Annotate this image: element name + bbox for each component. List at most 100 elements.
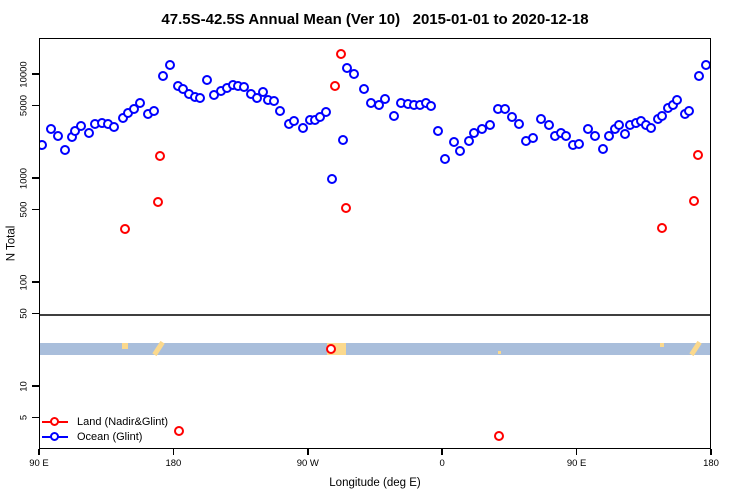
y-axis-tick [32,312,39,315]
x-tick-label: 180 [703,458,719,469]
data-point-ocean [195,92,206,103]
data-point-ocean [315,112,326,123]
land-patch [498,351,501,355]
data-point-land [152,197,163,208]
y-axis-tick [32,104,39,107]
x-axis-tick [307,449,309,455]
data-point-ocean [583,124,594,135]
data-point-ocean [620,128,631,139]
data-point-ocean [76,120,87,131]
data-point-ocean [109,122,120,133]
data-point-ocean [528,133,539,144]
land-legend-marker-icon [42,416,68,427]
x-tick-label: 90 W [296,458,319,469]
data-point-ocean [589,131,600,142]
y-axis-tick [32,177,39,179]
data-point-ocean [202,75,213,86]
data-point-ocean [426,101,437,112]
data-point-ocean [597,144,608,155]
data-point-ocean [53,131,64,142]
data-point-ocean [561,131,572,142]
data-point-ocean [40,139,48,150]
data-point-land [155,151,166,162]
x-tick-label: 90 E [29,458,49,469]
data-point-ocean [158,71,169,82]
data-point-ocean [388,111,399,122]
data-point-ocean [46,124,57,135]
data-point-ocean [455,146,466,157]
y-axis-title: N Total [5,225,18,262]
data-point-ocean [433,126,444,137]
ocean-legend-marker-icon [42,431,68,442]
data-point-land [326,343,337,354]
y-axis-tick [32,281,39,283]
data-point-land [336,49,347,60]
data-point-ocean [614,120,625,131]
data-point-ocean [672,95,683,106]
y-tick-label: 1000 [18,167,30,189]
y-axis-tick [32,385,39,387]
data-point-land [657,223,668,234]
data-point-ocean [117,113,128,124]
data-point-ocean [701,59,710,70]
data-point-ocean [289,116,300,127]
data-point-ocean [448,137,459,148]
y-axis-tick [32,416,39,419]
x-tick-label: 180 [165,458,182,469]
x-axis-tick [575,449,578,455]
x-axis-tick [710,449,712,455]
data-point-land [120,224,131,235]
data-point-ocean [379,94,390,105]
data-point-ocean [684,106,695,117]
data-point-ocean [338,134,349,145]
data-point-ocean [269,96,280,107]
data-point-ocean [59,145,70,156]
legend-label-land: Land (Nadir&Glint) [77,415,169,428]
chart-title: 47.5S-42.5S Annual Mean (Ver 10) 2015-01… [161,11,589,28]
y-tick-label: 10 [18,380,30,392]
data-point-ocean [604,131,615,142]
data-point-ocean [342,63,353,74]
data-point-ocean [238,82,249,93]
data-point-ocean [358,83,369,94]
plot-area [39,38,711,449]
x-axis-tick [172,449,175,455]
data-point-land [493,431,504,442]
data-point-ocean [135,98,146,109]
x-tick-label: 90 E [566,458,587,469]
legend-item-ocean: Ocean (Glint) [42,429,168,444]
data-point-land [693,150,704,161]
reference-line [40,314,710,316]
x-axis-tick [441,449,443,455]
data-point-ocean [646,123,657,134]
data-point-ocean [694,71,705,82]
x-axis-tick [38,449,40,455]
legend-item-land: Land (Nadir&Glint) [42,414,168,429]
data-point-ocean [298,122,309,133]
x-tick-label: 0 [439,458,445,469]
data-point-land [341,202,352,213]
data-point-ocean [321,107,332,118]
data-point-ocean [500,103,511,114]
land-patch [122,342,129,349]
x-axis-title: Longitude (deg E) [329,477,421,489]
y-axis-tick [32,208,39,211]
data-point-ocean [70,126,81,137]
data-point-ocean [148,106,159,117]
data-point-ocean [507,112,518,123]
data-point-ocean [543,120,554,131]
y-tick-label: 100 [18,274,30,290]
data-point-ocean [327,173,338,184]
data-point-ocean [513,118,524,129]
data-point-ocean [440,153,451,164]
legend: Land (Nadir&Glint) Ocean (Glint) [42,414,168,444]
land-patch [659,342,664,347]
data-point-ocean [485,119,496,130]
data-point-land [688,196,699,207]
data-point-ocean [463,136,474,147]
data-point-ocean [83,127,94,138]
y-axis-tick [32,73,39,75]
ocean-band [40,342,710,355]
data-point-ocean [373,100,384,111]
data-point-ocean [349,68,360,79]
